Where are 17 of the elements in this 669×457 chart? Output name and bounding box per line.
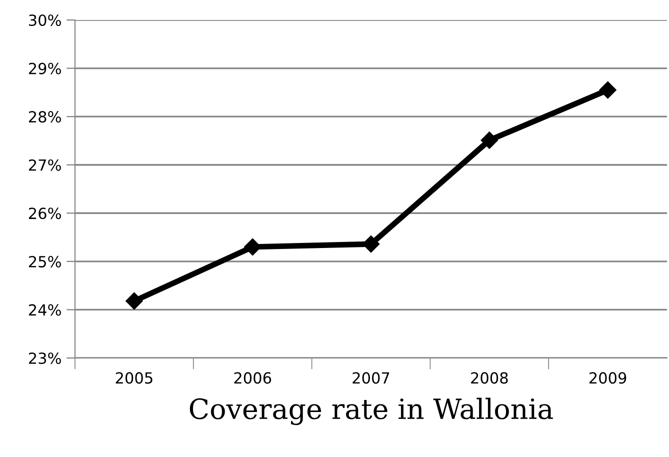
y-tick-label: 28% <box>28 111 61 123</box>
x-tick-label: 2007 <box>352 372 390 384</box>
y-tick-label: 27% <box>28 159 61 171</box>
point <box>480 132 498 149</box>
y-tick-label: 25% <box>28 256 61 268</box>
x-tick-label: 2005 <box>116 372 152 384</box>
x-axis-title: Coverage rate in Wallonia <box>190 398 553 426</box>
y-tick-label: 30% <box>29 14 61 26</box>
x-tick-label: 2009 <box>589 372 626 384</box>
y-tick-label: 23% <box>28 352 61 364</box>
x-tick-label: 2008 <box>471 372 508 384</box>
point <box>126 292 143 310</box>
point <box>599 81 616 99</box>
y-tick-label: 24% <box>28 304 61 316</box>
y-tick-label: 29% <box>28 62 61 74</box>
y-tick-label: 26% <box>28 208 61 220</box>
x-tick-label: 2006 <box>234 372 272 384</box>
